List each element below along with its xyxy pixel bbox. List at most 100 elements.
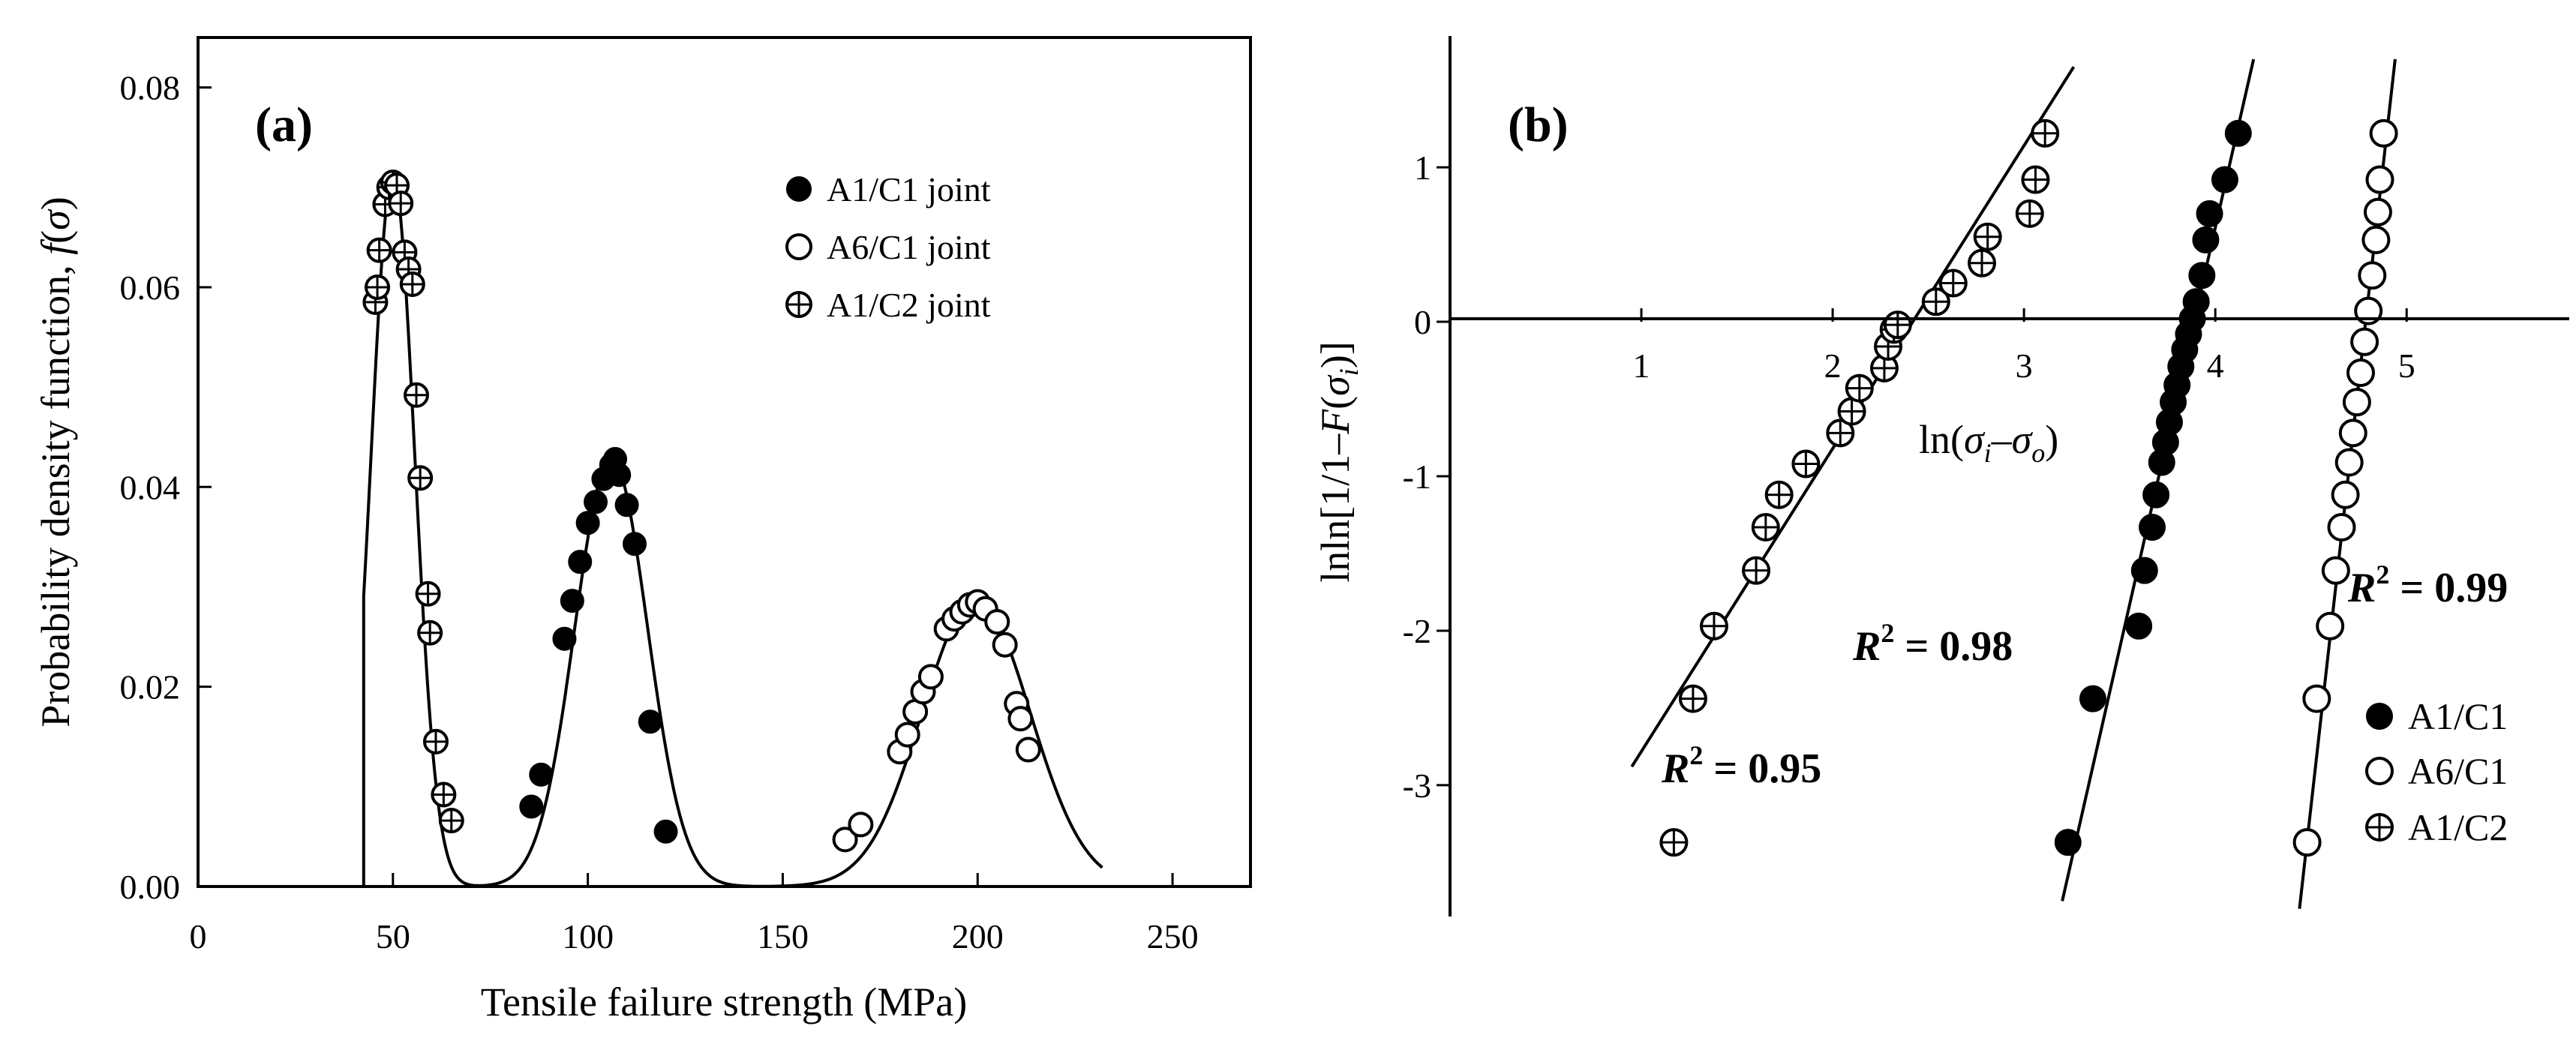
point-a-a6-c1-joint: [848, 812, 874, 838]
point-a-a1-c1-joint: [584, 490, 608, 514]
point-b-a1-c2: [1742, 556, 1771, 585]
x-tick-label-a: 0: [190, 917, 207, 956]
point-b-a1-c1: [2182, 288, 2210, 316]
x-tick-label-b: 1: [1633, 346, 1650, 385]
panel-b-label: (b): [1508, 98, 1569, 152]
r2-label-a1c2: R2 = 0.95: [1661, 740, 1821, 792]
x-tick-label-b: 3: [2016, 346, 2033, 385]
x-axis-label-a: Tensile failure strength (MPa): [481, 980, 968, 1024]
legend-a-marker-2: [785, 291, 812, 318]
point-b-a6-c1: [2316, 611, 2345, 640]
point-b-a6-c1: [2346, 358, 2376, 388]
point-b-a6-c1: [2327, 512, 2356, 542]
point-a-a1-c1-joint: [614, 493, 639, 518]
legend-a-marker-1: [785, 233, 812, 260]
x-tick-label-a: 250: [1147, 917, 1199, 956]
point-a-a6-c1-joint: [984, 609, 1010, 635]
point-b-a1-c2: [1678, 684, 1707, 713]
point-b-a6-c1: [2334, 448, 2364, 477]
point-b-a6-c1: [2321, 556, 2350, 585]
point-b-a1-c2: [1751, 512, 1780, 542]
point-b-a1-c1: [2192, 226, 2220, 254]
point-a-a1-c1-joint: [622, 532, 647, 556]
legend-b-item-1: A6/C1: [2408, 750, 2508, 792]
pdf-fit-curve: [362, 172, 1103, 888]
point-b-a1-c2: [1659, 828, 1689, 857]
y-tick-label-b: -3: [1403, 766, 1431, 805]
point-b-a6-c1: [2350, 327, 2379, 356]
legend-a-item-2: A1/C2 joint: [827, 286, 991, 324]
point-b-a1-c2: [2021, 165, 2050, 194]
legend-a-item-0: A1/C1 joint: [827, 170, 991, 208]
point-a-a1-c1-joint: [529, 762, 554, 787]
y-tick-label-a: 0.02: [120, 668, 181, 706]
point-a-a6-c1-joint: [1007, 706, 1034, 732]
point-b-a1-c1: [2125, 612, 2153, 640]
point-b-a1-c2: [1699, 611, 1728, 640]
point-a-a1-c1-joint: [519, 794, 544, 819]
point-b-a6-c1: [2302, 684, 2331, 713]
point-b-a1-c2: [2015, 199, 2044, 228]
y-tick-label-a: 0.08: [120, 69, 181, 107]
point-b-a1-c2: [1968, 248, 1997, 278]
point-b-a1-c1: [2139, 513, 2166, 541]
y-tick-label-b: 0: [1414, 303, 1431, 341]
point-a-a1-c2-joint: [431, 782, 457, 808]
point-a-a1-c2-joint: [438, 808, 464, 834]
point-b-a6-c1: [2292, 828, 2322, 857]
legend-b-item-2: A1/C2: [2408, 806, 2508, 848]
legend-b-marker-1: [2365, 757, 2394, 785]
x-tick-label-a: 100: [562, 917, 614, 956]
point-b-a1-c2: [1883, 310, 1912, 340]
x-axis-label-b: ln(σi–σo): [1919, 417, 2058, 468]
y-tick-label-b: 1: [1414, 148, 1431, 187]
point-a-a1-c1-joint: [552, 626, 577, 651]
r2-label-a1c1: R2 = 0.98: [1852, 618, 2013, 670]
point-b-a1-c1: [2079, 685, 2106, 712]
point-a-a1-c2-joint: [403, 382, 429, 408]
point-b-a6-c1: [2358, 261, 2387, 290]
point-b-a1-c1: [2211, 166, 2238, 194]
point-b-a1-c2: [1973, 222, 2002, 251]
point-b-a1-c2: [1921, 287, 1950, 316]
point-b-a1-c1: [2196, 200, 2223, 227]
point-b-a1-c2: [2031, 118, 2060, 148]
point-a-a1-c1-joint: [575, 511, 600, 536]
point-b-a6-c1: [2369, 118, 2398, 148]
legend-b: A1/C1 A6/C1 A1/C2: [2365, 695, 2508, 848]
panel-a-frame: [197, 36, 1252, 888]
legend-a-item-1: A6/C1 joint: [827, 228, 991, 266]
point-b-a1-c1: [2054, 829, 2082, 856]
point-a-a1-c2-joint: [415, 580, 441, 607]
point-b-a1-c1: [2188, 262, 2216, 290]
point-a-a1-c2-joint: [366, 237, 392, 263]
y-tick-label-a: 0.00: [120, 868, 181, 906]
point-b-a1-c1: [2130, 556, 2158, 584]
point-b-a1-c2: [1869, 353, 1899, 382]
point-b-a1-c1: [2142, 481, 2170, 508]
x-tick-label-a: 200: [952, 917, 1004, 956]
point-b-a1-c2: [1791, 449, 1821, 478]
legend-b-item-0: A1/C1: [2408, 695, 2508, 737]
x-tick-label-a: 50: [376, 917, 410, 956]
y-axis-label-a: Probability density function, f(σ): [33, 196, 78, 728]
point-b-a6-c1: [2361, 225, 2391, 254]
point-b-a6-c1: [2342, 388, 2371, 417]
legend-a: A1/C1 joint A6/C1 joint A1/C2 joint: [785, 170, 991, 324]
point-a-a1-c2-joint: [365, 274, 391, 300]
point-b-a1-c2: [1845, 374, 1874, 403]
point-a-a1-c1-joint: [653, 819, 678, 844]
point-a-a1-c2-joint: [399, 271, 425, 297]
x-tick-label-b: 4: [2207, 346, 2224, 385]
point-a-a6-c1-joint: [832, 826, 858, 853]
x-tick-label-b: 5: [2398, 346, 2415, 385]
y-tick-label-a: 0.04: [120, 468, 181, 506]
point-a-a1-c1-joint: [560, 589, 584, 614]
point-a-a6-c1-joint: [917, 664, 944, 690]
point-a-a6-c1-joint: [1015, 736, 1041, 763]
legend-b-marker-0: [2366, 703, 2393, 730]
point-a-a1-c1-joint: [568, 550, 593, 574]
point-b-a6-c1: [2365, 165, 2394, 194]
point-a-a1-c2-joint: [407, 465, 434, 491]
point-b-a1-c2: [1764, 480, 1794, 509]
